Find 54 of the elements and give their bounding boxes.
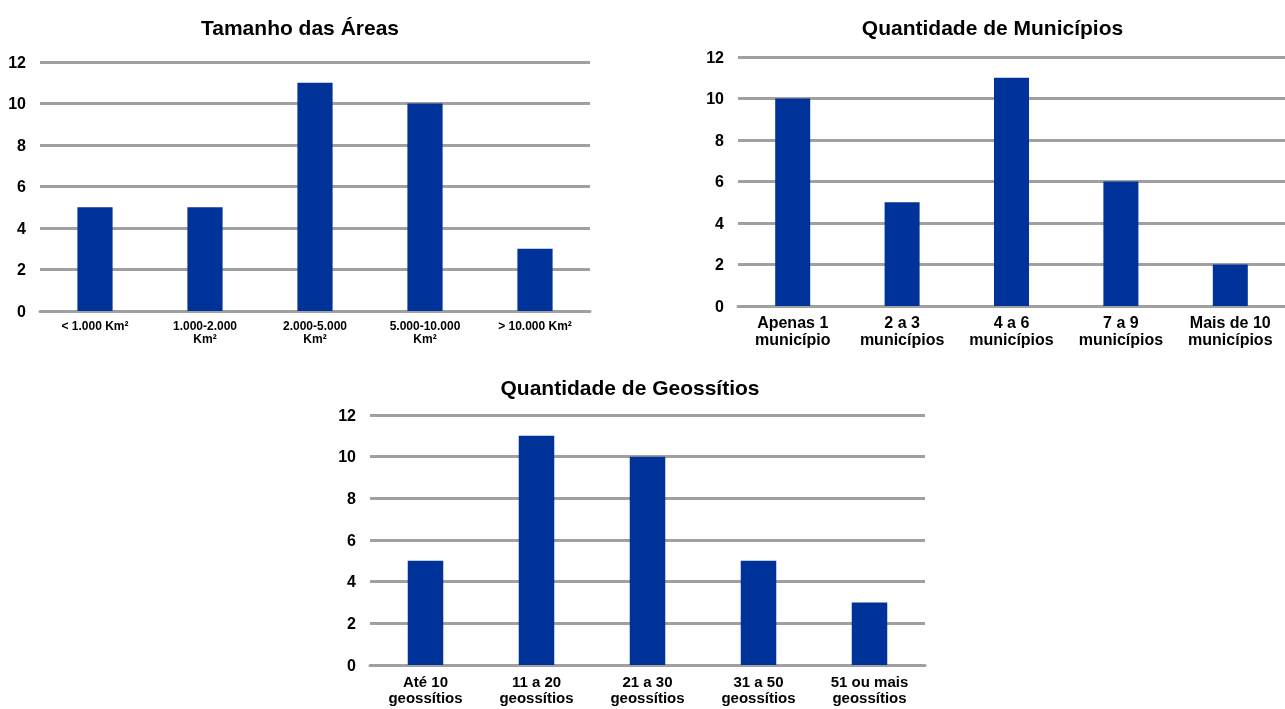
x-tick-label: 21 a 30 geossítios [610,672,685,706]
y-tick-label: 6 [715,173,725,190]
x-tick-label: 1.000-2.000 Km² [172,318,238,346]
bar [1212,264,1248,306]
y-tick-label: 12 [338,406,357,424]
x-tick-label: 2.000-5.000 Km² [282,318,348,346]
x-tick-label: 31 a 50 geossítios [721,672,796,706]
bar [407,560,444,665]
bar [1103,181,1139,306]
chart-title: Tamanho das Áreas [200,16,400,39]
bar [297,82,333,311]
bar [851,602,888,665]
bar [629,456,666,665]
y-tick-label: 12 [8,53,27,71]
y-tick-label: 0 [347,656,357,674]
bar [517,248,553,311]
x-tick-label: 51 ou mais geossítios [830,672,909,706]
x-tick-label: 4 a 6 municípios [969,314,1054,348]
y-tick-label: 2 [347,614,357,632]
x-tick-label: > 10.000 Km² [498,318,572,333]
x-tick-label: < 1.000 Km² [61,318,129,333]
y-tick-label: 0 [17,302,27,320]
y-tick-label: 8 [17,136,27,154]
bar [994,77,1029,306]
y-tick-label: 10 [338,448,357,466]
x-tick-label: 7 a 9 municípios [1078,314,1164,348]
x-tick-label: Até 10 geossítios [388,672,463,706]
y-tick-label: 6 [347,531,357,549]
y-tick-label: 4 [17,219,27,237]
x-tick-label: 11 a 20 geossítios [499,672,574,706]
bar [740,560,777,665]
x-tick-label: Mais de 10 municípios [1188,314,1273,348]
y-tick-label: 10 [706,90,725,107]
x-tick-label: 2 a 3 municípios [859,314,945,348]
chart-title: Quantidade de Municípios [861,16,1124,39]
bar [518,435,555,665]
y-tick-label: 12 [706,48,725,66]
y-tick-label: 4 [347,573,357,591]
bar [775,98,811,306]
y-tick-label: 10 [8,95,27,112]
y-tick-label: 4 [715,214,725,232]
bar [187,207,223,311]
x-tick-label: 5.000-10.000 Km² [389,318,461,346]
chart-title: Quantidade de Geossítios [500,376,760,399]
y-tick-label: 0 [715,297,725,315]
bar [77,207,113,311]
x-tick-label: Apenas 1 município [754,314,831,348]
y-tick-label: 2 [715,256,725,273]
y-tick-label: 8 [715,131,725,149]
bar [407,103,443,311]
y-tick-label: 6 [17,178,27,195]
bar [884,202,920,306]
y-tick-label: 2 [17,261,27,278]
y-tick-label: 8 [347,489,357,507]
